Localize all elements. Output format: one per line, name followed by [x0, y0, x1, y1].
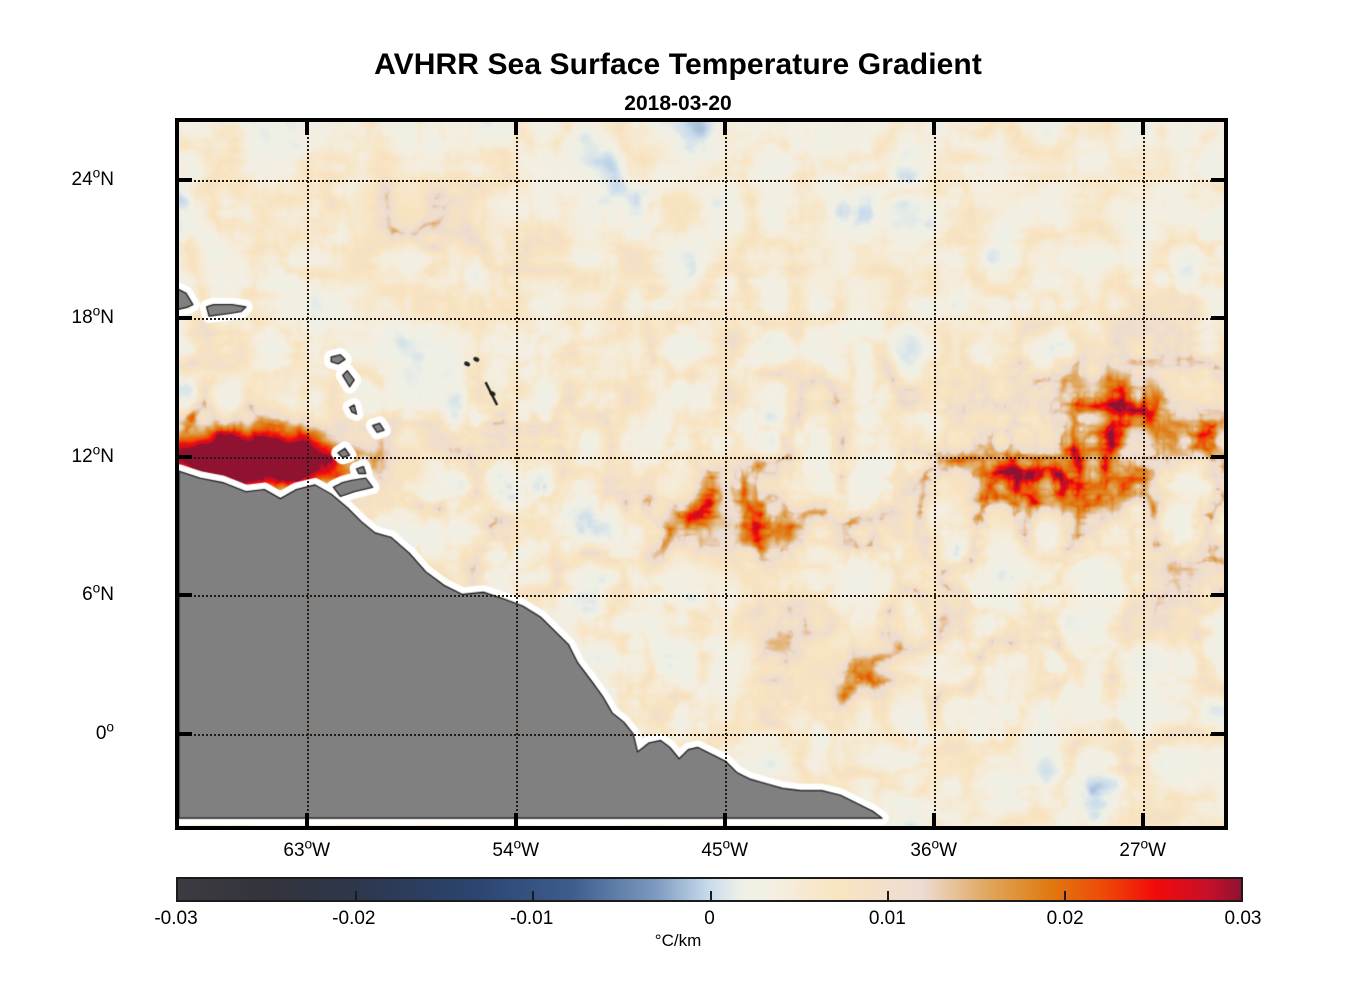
map-plot-area [175, 118, 1228, 830]
colorbar [176, 877, 1243, 902]
y-axis-tick [179, 454, 192, 459]
colorbar-tick-label: 0.03 [1224, 908, 1262, 929]
page-subtitle: 2018-03-20 [624, 92, 732, 115]
page-title: AVHRR Sea Surface Temperature Gradient [374, 48, 982, 81]
colorbar-tick-label: -0.02 [332, 908, 376, 929]
y-axis-label: 0o [95, 719, 114, 744]
y-axis-label: 6oN [82, 580, 114, 606]
colorbar-tick-label: 0 [704, 908, 715, 929]
x-axis-tick [1140, 122, 1145, 135]
colorbar-units-label: °C/km [654, 931, 702, 950]
colorbar-tick [886, 891, 889, 900]
x-axis-label: 54oW [492, 836, 540, 861]
x-axis-tick [304, 813, 309, 826]
x-axis-label: 36oW [910, 836, 958, 861]
y-axis-tick [179, 316, 192, 321]
colorbar-tick [532, 891, 535, 900]
y-axis-tick [1211, 731, 1224, 736]
x-axis-tick [931, 122, 936, 135]
y-axis-tick [1211, 316, 1224, 321]
x-axis-tick [304, 122, 309, 135]
y-axis-label: 12oN [71, 442, 114, 467]
colorbar-gradient [178, 879, 1241, 900]
colorbar-tick [355, 891, 358, 900]
colorbar-tick [709, 891, 712, 900]
x-axis-tick [722, 122, 727, 135]
colorbar-tick-label: -0.03 [154, 908, 198, 929]
colorbar-tick-label: -0.01 [510, 908, 554, 929]
x-axis-tick [931, 813, 936, 826]
y-axis-tick [179, 593, 192, 598]
y-axis-tick [1211, 177, 1224, 182]
colorbar-tick-label: 0.02 [1046, 908, 1084, 929]
colorbar-tick [1063, 891, 1066, 900]
y-axis-label: 18oN [71, 303, 114, 329]
y-axis-tick [179, 731, 192, 736]
y-axis-tick [1211, 593, 1224, 598]
x-axis-tick [722, 813, 727, 826]
x-axis-tick [513, 813, 518, 826]
x-axis-label: 45oW [701, 836, 749, 861]
sst-gradient-raster [179, 122, 1224, 826]
x-axis-label: 63oW [283, 836, 331, 861]
y-axis-label: 24oN [71, 165, 114, 190]
y-axis-tick [179, 177, 192, 182]
y-axis-tick [1211, 454, 1224, 459]
x-axis-tick [1140, 813, 1145, 826]
x-axis-label: 27oW [1119, 836, 1167, 861]
x-axis-tick [513, 122, 518, 135]
colorbar-tick-label: 0.01 [868, 908, 906, 929]
